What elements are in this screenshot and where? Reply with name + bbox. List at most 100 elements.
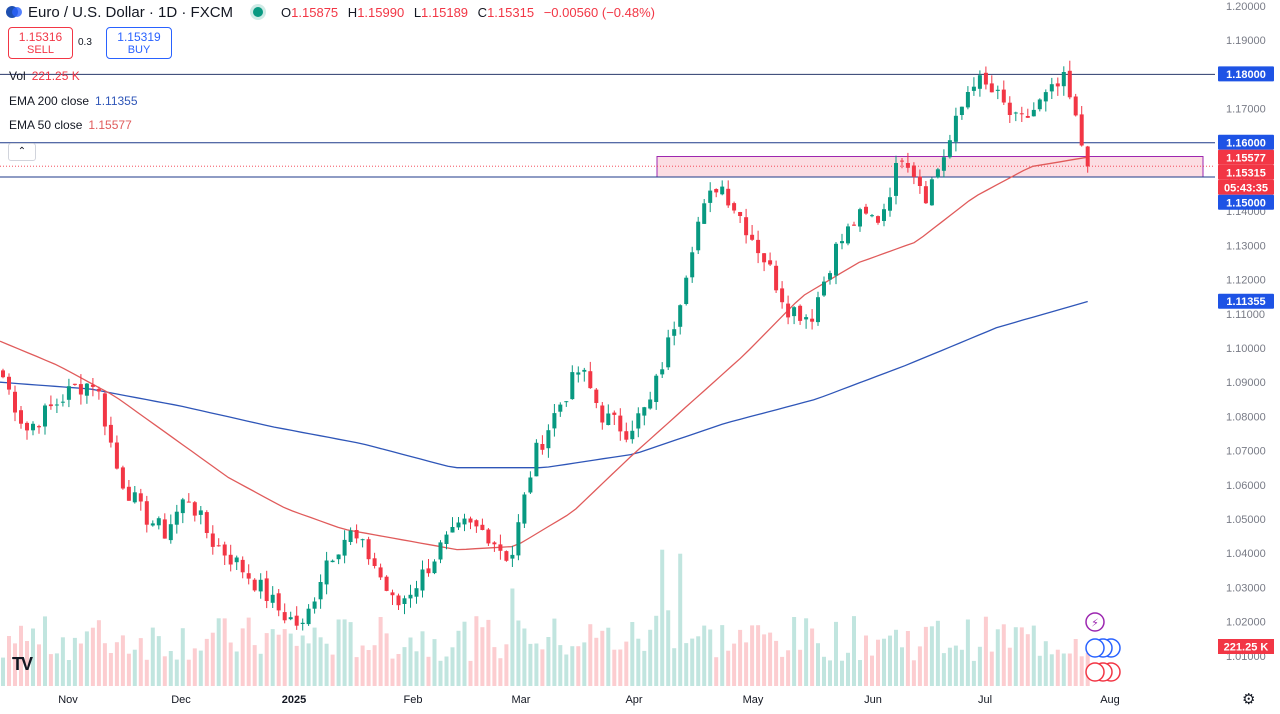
candle-down xyxy=(486,529,491,544)
candle-down xyxy=(102,393,107,427)
volume-bar xyxy=(894,629,898,686)
volume-bar xyxy=(7,636,11,686)
candle-down xyxy=(714,189,719,193)
ema-lines xyxy=(0,156,1088,551)
time-axis[interactable]: Nov Dec 2025 Feb Mar Apr May Jun Jul Aug xyxy=(58,694,1120,706)
candle-up xyxy=(54,404,59,406)
y-tick-label: 1.20000 xyxy=(1226,1,1266,13)
candle-down xyxy=(756,239,761,254)
candle-down xyxy=(780,288,785,303)
volume-bar xyxy=(929,626,934,686)
y-tick-label: 1.17000 xyxy=(1226,104,1266,116)
candle-up xyxy=(462,518,467,525)
candle-up xyxy=(300,622,305,624)
candle-down xyxy=(498,544,503,551)
price-badge xyxy=(1218,194,1274,210)
x-tick-label: Mar xyxy=(512,694,531,706)
volume-bar xyxy=(612,649,617,686)
volume-bar xyxy=(882,638,886,686)
candle-up xyxy=(965,92,970,108)
volume-bar xyxy=(234,651,239,686)
volume-legend[interactable]: Vol 221.25 K xyxy=(9,69,80,83)
volume-bar xyxy=(756,625,761,686)
candle-up xyxy=(672,329,677,336)
candle-up xyxy=(546,430,551,449)
candle-up xyxy=(834,243,838,276)
candle-down xyxy=(426,568,431,574)
volume-bar xyxy=(222,618,227,686)
candle-down xyxy=(798,305,803,321)
x-tick-label: Jun xyxy=(864,694,882,706)
price-axis[interactable]: 1.010001.020001.030001.040001.050001.060… xyxy=(1226,1,1266,663)
candle-up xyxy=(324,560,329,585)
volume-bar xyxy=(732,643,737,686)
candle-down xyxy=(1073,96,1078,116)
volume-bar xyxy=(276,634,281,686)
volume-bar xyxy=(72,637,77,686)
volume-bar xyxy=(666,610,671,686)
volume-bar xyxy=(726,650,731,686)
volume-bar xyxy=(911,660,916,686)
volume-bar xyxy=(762,634,767,686)
candle-down xyxy=(240,559,245,573)
candle-up xyxy=(1031,109,1036,117)
x-tick-label: Apr xyxy=(625,694,642,706)
settings-icon[interactable]: ⚙ xyxy=(1242,691,1256,708)
candle-up xyxy=(888,197,892,211)
candle-up xyxy=(702,203,707,224)
candle-up xyxy=(630,430,635,440)
y-tick-label: 1.10000 xyxy=(1226,343,1266,355)
candle-down xyxy=(366,539,371,560)
ema200-legend[interactable]: EMA 200 close 1.11355 xyxy=(9,94,138,108)
volume-bar xyxy=(828,660,832,686)
volume-bar xyxy=(246,617,251,686)
volume-bar xyxy=(480,627,485,686)
candle-up xyxy=(444,534,449,544)
tradingview-logo-icon[interactable]: TV xyxy=(12,654,33,674)
volume-bar xyxy=(456,630,461,686)
sell-button[interactable]: 1.15316 SELL xyxy=(8,27,73,59)
candle-down xyxy=(905,163,910,168)
volume-bar xyxy=(1037,655,1042,686)
volume-bar xyxy=(690,638,695,686)
candle-up xyxy=(522,494,527,524)
volume-bar xyxy=(606,627,611,686)
candle-up xyxy=(156,518,161,526)
candle-up xyxy=(1061,72,1066,87)
volume-bar xyxy=(252,645,257,686)
volume-bar xyxy=(348,622,353,686)
collapse-legend-button[interactable]: ⌃ xyxy=(8,143,36,161)
candle-down xyxy=(923,186,928,204)
candle-up xyxy=(456,522,461,528)
buy-label: BUY xyxy=(127,44,151,56)
candle-up xyxy=(822,281,826,296)
ema50-legend[interactable]: EMA 50 close 1.15577 xyxy=(9,118,132,132)
flag-pair-icon xyxy=(6,6,22,18)
candle-up xyxy=(1037,99,1042,110)
volume-bar xyxy=(534,643,539,686)
symbol-title[interactable]: Euro / U.S. Dollar · 1D · FXCM xyxy=(28,3,234,21)
sell-price: 1.15316 xyxy=(18,30,63,44)
y-tick-label: 1.09000 xyxy=(1226,377,1266,389)
volume-bar xyxy=(192,648,197,686)
candle-up xyxy=(438,542,443,560)
candle-down xyxy=(90,384,95,387)
volume-bar xyxy=(1,657,5,686)
candle-down xyxy=(612,412,617,415)
candle-up xyxy=(858,209,862,227)
overlay-icons[interactable]: ⚡ xyxy=(1085,612,1121,682)
candle-up xyxy=(971,86,976,91)
candle-up xyxy=(43,405,47,427)
candle-up xyxy=(929,179,934,206)
volume-bar xyxy=(642,650,647,686)
candle-down xyxy=(1067,70,1072,98)
y-tick-label: 1.11000 xyxy=(1226,309,1265,321)
candle-down xyxy=(1001,89,1006,103)
volume-bar xyxy=(108,653,113,686)
candle-up xyxy=(660,369,665,375)
candle-up xyxy=(678,305,683,327)
buy-button[interactable]: 1.15319 BUY xyxy=(106,27,172,59)
volume-bar xyxy=(594,637,599,686)
candle-down xyxy=(600,405,605,423)
